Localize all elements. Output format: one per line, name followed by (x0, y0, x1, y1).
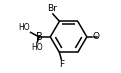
Text: HO: HO (18, 23, 30, 32)
Text: F: F (59, 60, 64, 69)
Text: Br: Br (47, 4, 57, 13)
Text: O: O (92, 32, 99, 41)
Text: HO: HO (31, 43, 43, 52)
Text: B: B (36, 32, 42, 42)
